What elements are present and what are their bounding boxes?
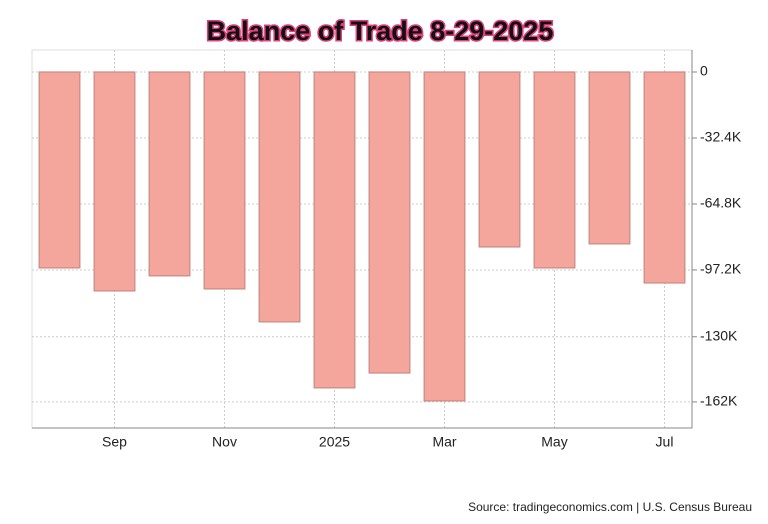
- bar: [478, 71, 521, 248]
- bar: [93, 71, 136, 292]
- x-tick-label: Jul: [656, 434, 674, 450]
- source: Source: tradingeconomics.com | U.S. Cens…: [468, 500, 752, 514]
- y-tick-label: -32.4K: [700, 129, 742, 145]
- bar: [148, 71, 191, 277]
- chart-title: Balance of Trade 8-29-2025: [207, 16, 554, 46]
- bar: [533, 71, 576, 269]
- y-tick-label: -162K: [700, 393, 738, 409]
- bar: [368, 71, 411, 374]
- x-tick-label: May: [541, 434, 567, 450]
- y-tick-label: -130K: [700, 327, 738, 343]
- x-tick-label: Sep: [102, 434, 127, 450]
- bar: [423, 71, 466, 402]
- bar: [38, 71, 81, 269]
- bar: [313, 71, 356, 389]
- y-tick-label: -64.8K: [700, 195, 742, 211]
- bar: [203, 71, 246, 290]
- bar: [588, 71, 631, 245]
- x-tick-label: Mar: [432, 434, 456, 450]
- x-tick-label: 2025: [319, 434, 350, 450]
- bar: [258, 71, 301, 323]
- x-tick-label: Nov: [212, 434, 237, 450]
- bar: [643, 71, 686, 284]
- y-tick-label: -97.2K: [700, 261, 742, 277]
- y-tick-label: 0: [700, 63, 708, 79]
